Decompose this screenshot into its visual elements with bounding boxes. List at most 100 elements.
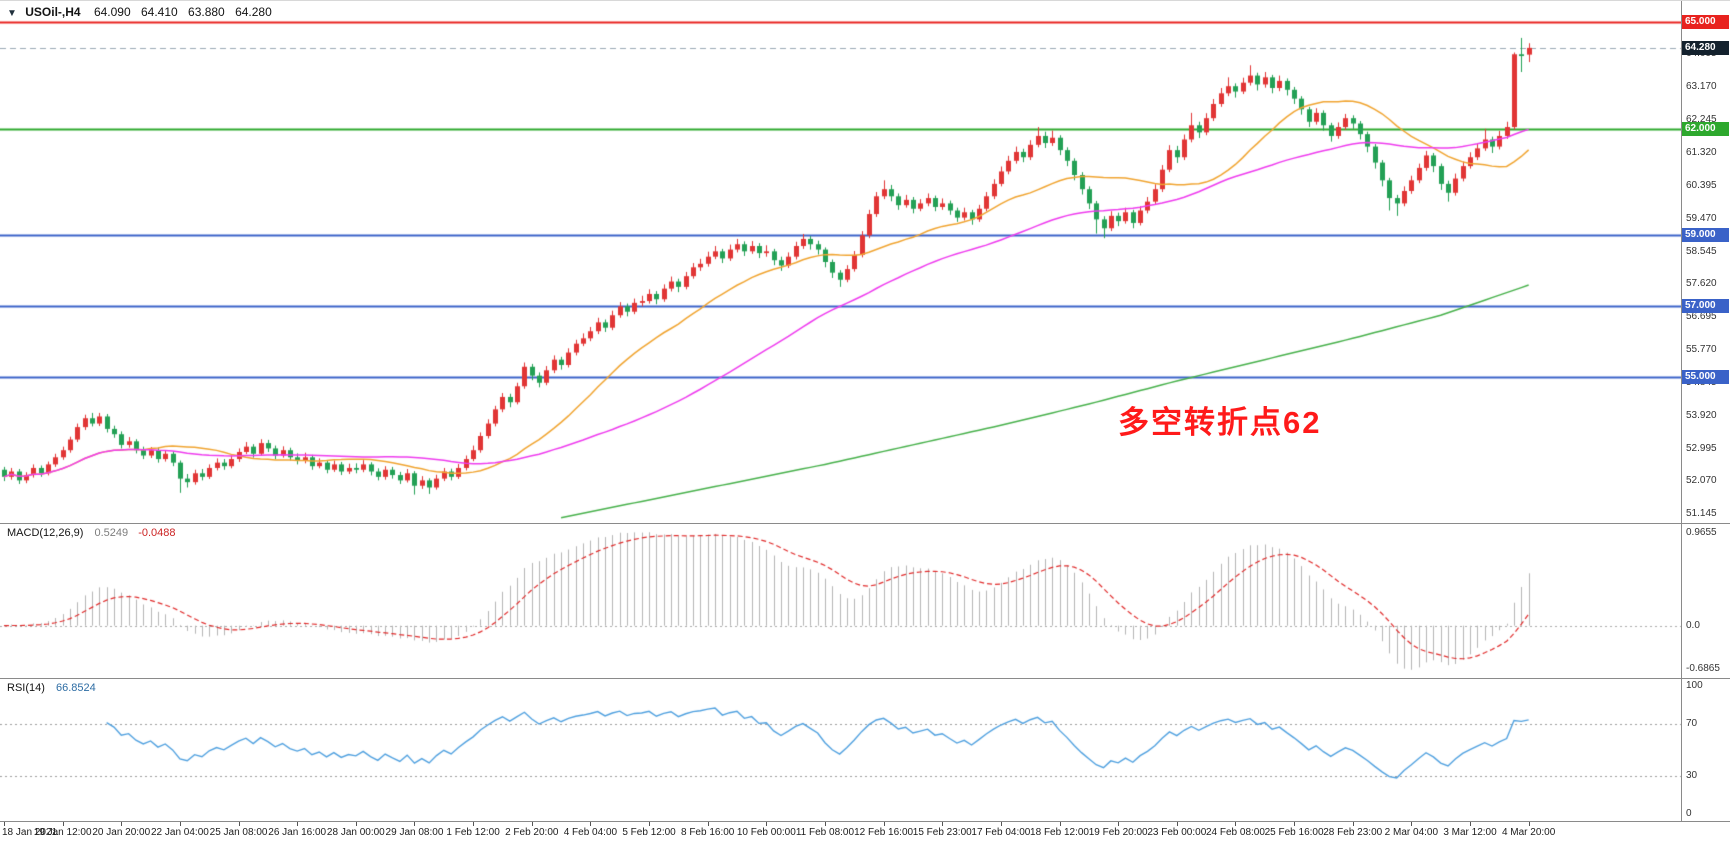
rsi-chart-canvas[interactable] <box>0 679 1730 821</box>
pane-separator[interactable] <box>0 523 1730 524</box>
price-axis[interactable]: 64.09563.17062.24561.32060.39559.47058.5… <box>1681 1 1730 523</box>
symbol-period-label: USOil-,H4 <box>25 5 81 19</box>
price-tick-label: 52.995 <box>1686 442 1717 454</box>
time-axis-tick <box>708 822 709 826</box>
time-axis-tick <box>1294 822 1295 826</box>
price-tick-label: 52.070 <box>1686 475 1717 487</box>
time-axis-label: 10 Feb 00:00 <box>736 827 796 838</box>
time-axis-tick <box>1177 822 1178 826</box>
time-axis-label: 1 Feb 12:00 <box>446 827 500 838</box>
ohlc-low: 63.880 <box>188 5 225 19</box>
time-axis-label: 8 Feb 16:00 <box>680 827 735 838</box>
rsi-axis-label: 70 <box>1686 718 1698 730</box>
time-axis-tick <box>825 822 826 826</box>
price-tick-label: 62.245 <box>1686 114 1717 126</box>
time-axis-tick <box>1118 822 1119 826</box>
ohlc-close: 64.280 <box>235 5 272 19</box>
time-axis-label: 5 Feb 12:00 <box>622 827 676 838</box>
time-axis-tick <box>1529 822 1530 826</box>
price-level-badge: 65.000 <box>1682 15 1729 30</box>
price-chart-canvas[interactable] <box>0 1 1730 523</box>
time-axis-tick <box>532 822 533 826</box>
macd-header: MACD(12,26,9) 0.5249 -0.0488 <box>7 527 176 539</box>
macd-chart-canvas[interactable] <box>0 524 1730 678</box>
time-axis-tick <box>884 822 885 826</box>
time-axis-label: 22 Jan 04:00 <box>150 827 209 838</box>
rsi-pane: RSI(14) 66.8524 100 70 30 0 <box>0 679 1730 821</box>
price-tick-label: 61.320 <box>1686 146 1717 158</box>
time-axis-tick <box>649 822 650 826</box>
price-tick-label: 59.470 <box>1686 212 1717 224</box>
time-axis-tick <box>414 822 415 826</box>
time-axis-tick <box>297 822 298 826</box>
macd-main-value: 0.5249 <box>94 527 129 539</box>
time-axis-tick <box>473 822 474 826</box>
time-axis-label: 4 Feb 04:00 <box>563 827 618 838</box>
time-axis-label: 25 Feb 16:00 <box>1264 827 1324 838</box>
time-axis[interactable]: 18 Jan 2021 19 Jan 12:00 20 Jan 20:00 22 Ja… <box>0 821 1730 843</box>
price-pane: ▼ USOil-,H4 64.090 64.410 63.880 64.280 … <box>0 1 1730 523</box>
rsi-axis-label: 100 <box>1686 680 1703 691</box>
time-axis-label: 18 Jan 2021 <box>2 827 58 838</box>
time-axis-label: 18 Feb 12:00 <box>1030 827 1089 838</box>
time-axis-label: 28 Feb 23:00 <box>1323 827 1383 838</box>
time-axis-tick <box>1001 822 1002 826</box>
time-axis-label: 19 Feb 20:00 <box>1088 827 1148 838</box>
time-axis-label: 25 Jan 08:00 <box>209 827 268 838</box>
rsi-value: 66.8524 <box>55 682 96 694</box>
price-tick-label: 60.395 <box>1686 179 1717 191</box>
price-level-badge: 64.280 <box>1682 40 1729 55</box>
price-tick-label: 53.920 <box>1686 409 1717 421</box>
price-level-badge: 55.000 <box>1682 370 1729 385</box>
time-axis-label: 26 Jan 16:00 <box>268 827 327 838</box>
price-tick-label: 57.620 <box>1686 278 1717 290</box>
macd-axis-label: 0.0 <box>1686 619 1700 631</box>
time-axis-label: 19 Jan 12:00 <box>33 827 92 838</box>
price-tick-label: 63.170 <box>1686 81 1717 93</box>
ohlc-open: 64.090 <box>93 5 131 19</box>
time-axis-tick <box>942 822 943 826</box>
time-axis-tick <box>1411 822 1412 826</box>
time-axis-tick <box>1470 822 1471 826</box>
rsi-axis[interactable]: 100 70 30 0 <box>1681 679 1730 821</box>
macd-label: MACD(12,26,9) <box>7 527 84 539</box>
price-tick-label: 55.770 <box>1686 344 1717 356</box>
rsi-axis-label: 30 <box>1686 769 1698 781</box>
time-axis-tick <box>356 822 357 826</box>
time-axis-label: 4 Mar 20:00 <box>1501 827 1556 838</box>
price-tick-label: 51.145 <box>1686 508 1717 520</box>
time-axis-tick <box>121 822 122 826</box>
ohlc-high: 64.410 <box>140 5 178 19</box>
time-axis-tick <box>4 822 5 826</box>
price-tick-label: 58.545 <box>1686 245 1717 257</box>
time-axis-tick <box>766 822 767 826</box>
pane-separator[interactable] <box>0 678 1730 679</box>
price-level-badge: 57.000 <box>1682 299 1729 314</box>
time-axis-tick <box>180 822 181 826</box>
time-axis-label: 11 Feb 08:00 <box>795 827 855 838</box>
time-axis-tick <box>1353 822 1354 826</box>
price-tick-label: 56.695 <box>1686 311 1717 323</box>
time-axis-tick <box>239 822 240 826</box>
time-axis-label: 20 Jan 20:00 <box>92 827 151 838</box>
rsi-header: RSI(14) 66.8524 <box>7 682 96 694</box>
chart-header: ▼ USOil-,H4 64.090 64.410 63.880 64.280 <box>7 5 279 19</box>
macd-pane: MACD(12,26,9) 0.5249 -0.0488 0.9655 0.0 -0… <box>0 524 1730 678</box>
time-axis-label: 24 Feb 08:00 <box>1205 827 1265 838</box>
rsi-label: RSI(14) <box>7 682 45 694</box>
annotation-text: 多空转折点62 <box>1118 405 1322 440</box>
time-axis-label: 12 Feb 16:00 <box>854 827 914 838</box>
macd-axis-label: 0.9655 <box>1686 527 1717 538</box>
time-axis-tick <box>590 822 591 826</box>
time-axis-label: 2 Mar 04:00 <box>1384 827 1439 838</box>
time-axis-tick <box>63 822 64 826</box>
time-axis-label: 3 Mar 12:00 <box>1443 827 1497 838</box>
macd-axis[interactable]: 0.9655 0.0 -0.6865 <box>1681 524 1730 678</box>
symbol-dropdown-icon[interactable]: ▼ <box>7 8 17 19</box>
time-axis-label: 28 Jan 00:00 <box>326 827 385 838</box>
macd-axis-label: -0.6865 <box>1686 663 1720 674</box>
time-axis-label: 17 Feb 04:00 <box>971 827 1031 838</box>
rsi-axis-label: 0 <box>1686 808 1692 819</box>
price-level-badge: 62.000 <box>1682 121 1729 136</box>
